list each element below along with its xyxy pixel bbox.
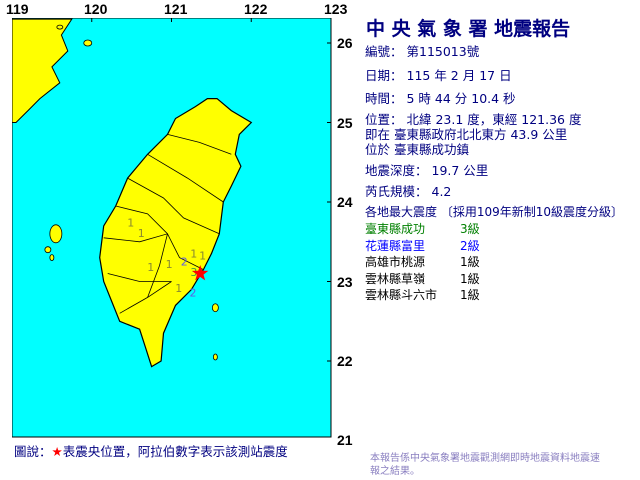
time-label: 時間： — [365, 91, 403, 106]
lat-tick-21: 21 — [337, 432, 353, 448]
county-boundary — [167, 134, 232, 155]
location-label: 位置： — [365, 112, 403, 127]
island — [44, 246, 52, 254]
depth-value: 19.7 公里 — [431, 163, 489, 178]
station-name: 高雄市桃源 — [365, 255, 426, 269]
lat-tick-22: 22 — [337, 353, 353, 369]
number-value: 第115013號 — [406, 44, 480, 59]
island — [83, 39, 93, 47]
station-name: 花蓮縣富里 — [365, 238, 426, 253]
report-place: 位於 臺東縣成功鎮 — [365, 142, 469, 157]
station-intensity-mark: 2 — [181, 256, 188, 269]
lon-tick-123: 123 — [324, 1, 348, 17]
island — [56, 24, 64, 30]
station-intensity-mark: 1 — [190, 248, 197, 261]
county-boundary — [147, 153, 224, 203]
station-intensity-mark: 1 — [175, 282, 182, 295]
lon-tick-121: 121 — [164, 1, 188, 17]
station-intensity-mark: 1 — [138, 227, 145, 240]
island — [49, 224, 63, 244]
legend-prefix: 圖說： — [14, 444, 52, 459]
time-value: 5 時 44 分 10.4 秒 — [406, 91, 516, 106]
legend: 圖說：★表震央位置，阿拉伯數字表示該測站震度 — [14, 444, 288, 459]
county-boundary — [127, 177, 220, 235]
lon-tick-120: 120 — [84, 1, 108, 17]
lon-tick-119: 119 — [6, 1, 29, 17]
legend-text: 表震央位置，阿拉伯數字表示該測站震度 — [62, 444, 288, 459]
report-time: 時間： 5 時 44 分 10.4 秒 — [365, 91, 516, 106]
report-title: 中 央 氣 象 署 地震報告 — [366, 18, 571, 40]
station-level: 1級 — [460, 255, 480, 269]
station-intensity-mark: 1 — [199, 249, 206, 262]
report-relative-location: 即在 臺東縣政府北北東方 43.9 公里 — [365, 127, 568, 142]
intensity-header: 各地最大震度 〔採用109年新制10級震度分級〕 — [365, 205, 623, 219]
location-value: 北緯 23.1 度，東經 121.36 度 — [406, 112, 582, 127]
station-level: 3級 — [460, 222, 480, 236]
county-boundary — [115, 205, 168, 235]
red-star-icon — [192, 265, 209, 281]
station-intensity-mark: 1 — [127, 217, 134, 230]
lon-tick-122: 122 — [244, 1, 268, 17]
report-location: 位置： 北緯 23.1 度，東經 121.36 度 — [365, 112, 581, 127]
red-star-icon: ★ — [51, 444, 63, 459]
magnitude-value: 4.2 — [431, 184, 452, 199]
station-intensity-mark: 1 — [147, 261, 154, 274]
lat-tick-25: 25 — [337, 115, 353, 131]
station-intensity-mark: 1 — [166, 258, 173, 271]
island — [212, 353, 218, 361]
report-magnitude: 芮氏規模： 4.2 — [365, 184, 451, 199]
island — [211, 303, 219, 313]
number-label: 編號： — [365, 44, 403, 59]
lat-tick-26: 26 — [337, 35, 353, 51]
depth-label: 地震深度： — [365, 163, 428, 178]
date-value: 115 年 2 月 17 日 — [406, 68, 512, 83]
report-depth: 地震深度： 19.7 公里 — [365, 163, 488, 178]
date-label: 日期： — [365, 68, 403, 83]
county-boundary — [107, 273, 172, 282]
station-intensity-mark: 2 — [190, 287, 197, 300]
report-number: 編號： 第115013號 — [365, 44, 479, 59]
lat-tick-24: 24 — [337, 194, 353, 210]
island — [49, 254, 55, 262]
station-level: 1級 — [460, 288, 480, 302]
station-level: 1級 — [460, 271, 480, 286]
lat-tick-23: 23 — [337, 274, 353, 290]
county-boundary — [147, 233, 168, 298]
station-name: 雲林縣草嶺 — [365, 271, 426, 286]
report-date: 日期： 115 年 2 月 17 日 — [365, 68, 512, 83]
station-name: 臺東縣成功 — [365, 222, 426, 236]
footer-note: 本報告係中央氣象署地震觀測網即時地震資料地震速報之結果。 — [370, 453, 600, 477]
station-name: 雲林縣斗六市 — [365, 288, 438, 302]
station-intensity-mark: 3 — [190, 266, 197, 279]
station-level: 2級 — [460, 238, 480, 253]
china-coast — [12, 18, 73, 123]
magnitude-label: 芮氏規模： — [365, 184, 428, 199]
